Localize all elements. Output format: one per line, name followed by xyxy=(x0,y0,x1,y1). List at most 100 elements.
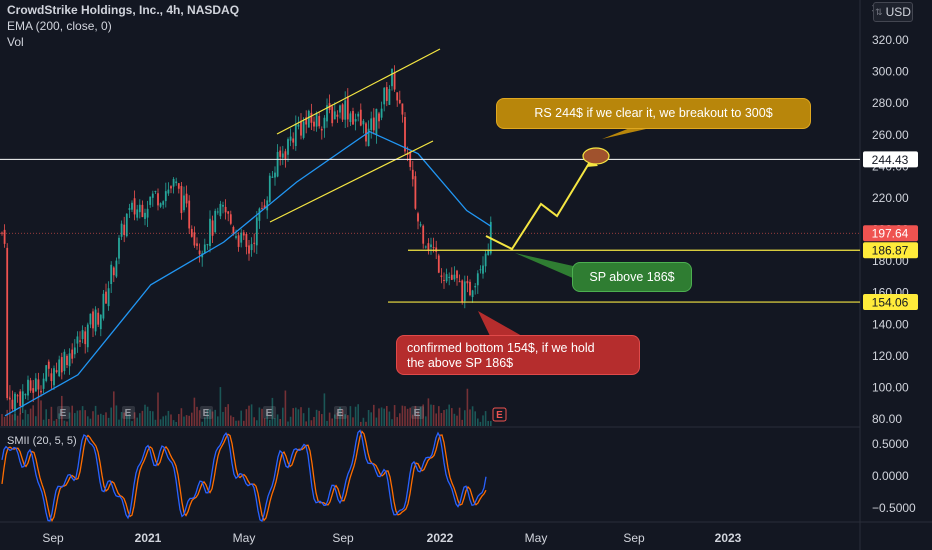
volume-bar xyxy=(237,420,240,426)
candle-body xyxy=(138,204,141,213)
candle-body xyxy=(292,138,295,143)
volume-bar xyxy=(29,408,32,426)
candle-body xyxy=(188,200,191,229)
earnings-marker-upcoming: E xyxy=(496,410,503,421)
candle-body xyxy=(349,113,352,122)
candle-body xyxy=(170,186,172,189)
volume-bar xyxy=(289,416,292,426)
candle-body xyxy=(141,204,144,218)
volume-bar xyxy=(282,407,284,426)
volume-bar xyxy=(240,410,242,426)
volume-bar xyxy=(448,404,450,426)
candle-body xyxy=(487,250,490,255)
candle-body xyxy=(86,324,89,348)
candle-body xyxy=(157,193,159,206)
candle-body xyxy=(232,226,235,235)
candle-body xyxy=(211,220,214,236)
volume-bar xyxy=(68,412,71,426)
bottom-callout[interactable]: confirmed bottom 154$, if we hold the ab… xyxy=(396,335,640,375)
ema-legend[interactable]: EMA (200, close, 0) xyxy=(7,19,112,33)
candle-body xyxy=(448,276,451,278)
volume-bar xyxy=(224,406,227,426)
candle-body xyxy=(63,351,66,372)
candle-body xyxy=(333,111,336,120)
volume-bar xyxy=(388,411,391,426)
candle-body xyxy=(318,116,321,127)
candle-body xyxy=(235,236,237,238)
volume-bar xyxy=(165,415,167,426)
projection-path xyxy=(485,159,592,251)
volume-bar xyxy=(295,407,297,426)
volume-bar xyxy=(219,387,222,426)
candle-body xyxy=(84,331,87,345)
volume-bar xyxy=(378,408,380,426)
candle-body xyxy=(125,213,128,237)
volume-bar xyxy=(409,407,411,426)
volume-bar xyxy=(24,409,27,426)
volume-bar xyxy=(97,414,99,426)
candle-body xyxy=(154,190,157,192)
candle-body xyxy=(305,117,308,125)
earnings-marker: E xyxy=(414,408,421,419)
earnings-marker-bg xyxy=(57,406,70,419)
candle-body xyxy=(440,275,443,277)
candle-body xyxy=(222,204,224,207)
candle-body xyxy=(229,214,232,224)
volume-bar xyxy=(305,421,307,426)
candle-body xyxy=(58,359,61,377)
volume-bar xyxy=(490,420,492,426)
candle-body xyxy=(1,232,3,234)
price-tick: 140.00 xyxy=(872,317,909,331)
candle-body xyxy=(357,113,360,117)
support-callout[interactable]: SP above 186$ xyxy=(572,262,692,292)
time-tick: Sep xyxy=(623,531,645,545)
candle-body xyxy=(248,245,250,254)
candle-body xyxy=(175,181,178,184)
volume-bar xyxy=(32,405,34,426)
candle-body xyxy=(274,172,276,178)
candle-body xyxy=(37,379,40,390)
volume-bar xyxy=(152,411,154,426)
volume-bar xyxy=(87,416,89,426)
resistance-callout[interactable]: RS 244$ if we clear it, we breakout to 3… xyxy=(496,98,811,129)
volume-bar xyxy=(373,404,375,426)
candle-body xyxy=(320,128,323,131)
candle-body xyxy=(432,247,435,249)
volume-bar xyxy=(380,407,383,426)
candle-body xyxy=(196,243,198,246)
volume-bar xyxy=(84,410,86,426)
candle-body xyxy=(118,237,120,259)
candle-body xyxy=(362,120,365,125)
candle-body xyxy=(331,106,334,124)
volume-bar xyxy=(258,407,261,426)
volume-bar xyxy=(383,408,385,426)
volume-bar xyxy=(19,413,21,426)
candle-body xyxy=(112,267,115,276)
volume-bar xyxy=(81,406,84,426)
candle-body xyxy=(27,379,29,396)
candle-body xyxy=(268,175,271,202)
volume-bar xyxy=(196,406,198,426)
volume-bar xyxy=(328,412,331,426)
volume-bar xyxy=(42,419,45,426)
candle-body xyxy=(190,228,193,237)
symbol-title[interactable]: CrowdStrike Holdings, Inc., 4h, NASDAQ xyxy=(7,3,240,17)
price-label-support_1: 186.87 xyxy=(872,244,909,258)
volume-bar xyxy=(204,417,206,426)
candle-body xyxy=(443,279,445,281)
candle-body xyxy=(92,311,94,329)
candle-body xyxy=(346,96,349,120)
currency-button[interactable]: ⇅ USD xyxy=(873,2,913,22)
candle-body xyxy=(365,123,367,142)
volume-bar xyxy=(318,410,320,426)
volume-legend[interactable]: Vol xyxy=(7,35,24,49)
volume-bar xyxy=(162,416,164,426)
smii-legend[interactable]: SMII (20, 5, 5) xyxy=(7,435,77,447)
volume-bar xyxy=(230,415,232,426)
volume-bar xyxy=(22,419,24,426)
candle-body xyxy=(484,253,487,267)
volume-bar xyxy=(37,397,40,426)
candle-body xyxy=(159,203,162,207)
candle-body xyxy=(445,274,448,282)
